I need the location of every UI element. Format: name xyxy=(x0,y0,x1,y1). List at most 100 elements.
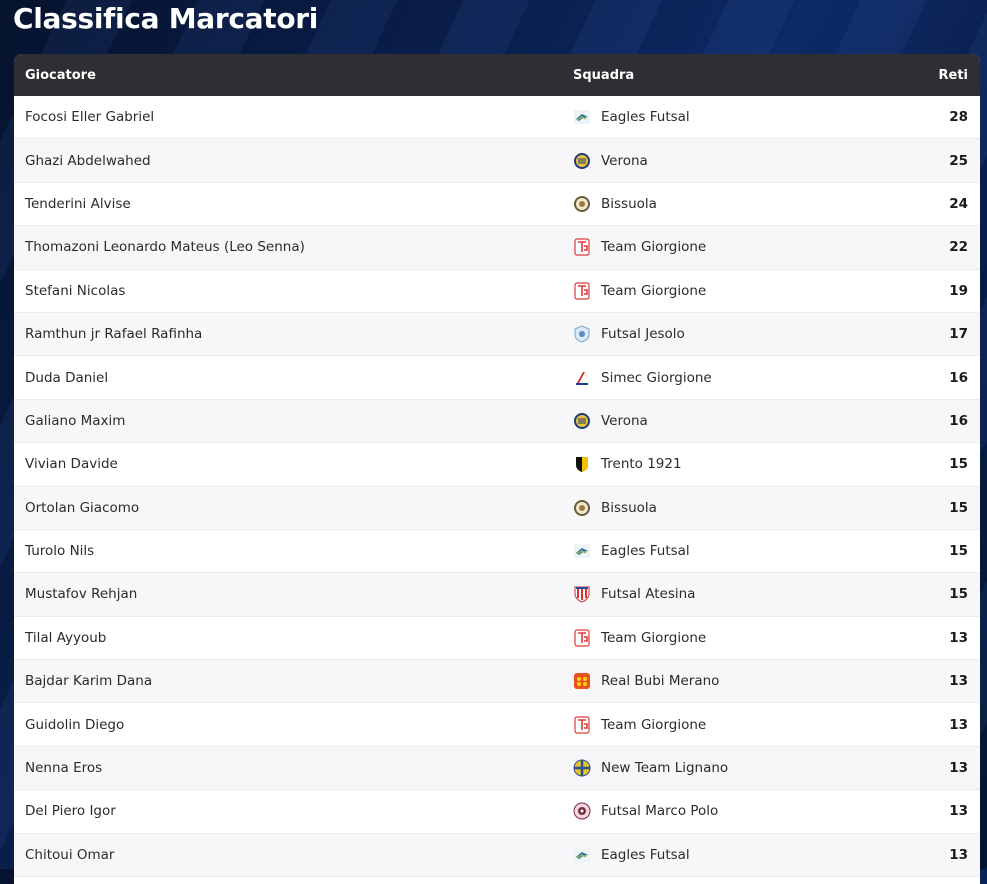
header-team[interactable]: Squadra xyxy=(573,67,635,83)
bissuola-logo-icon xyxy=(573,499,591,517)
header-player[interactable]: Giocatore xyxy=(25,67,96,83)
table-row[interactable]: Ghazi Abdelwahed Verona 25 xyxy=(14,139,980,183)
player-name[interactable]: Bajdar Karim Dana xyxy=(25,673,153,690)
team-name[interactable]: Verona xyxy=(601,412,648,429)
team-cell[interactable]: Real Bubi Merano xyxy=(573,672,719,690)
table-header: Giocatore Squadra Reti xyxy=(14,54,980,96)
lignano-logo-icon xyxy=(573,759,591,777)
table-row[interactable]: Mustafov Rehjan Futsal Atesina 15 xyxy=(14,573,980,617)
table-row[interactable]: Tilal Ayyoub Team Giorgione 13 xyxy=(14,617,980,661)
team-name[interactable]: Real Bubi Merano xyxy=(601,673,720,690)
table-row[interactable]: Guidolin Diego Team Giorgione 13 xyxy=(14,703,980,747)
scorers-table: Giocatore Squadra Reti Focosi Eller Gabr… xyxy=(14,54,980,884)
team-name[interactable]: Trento 1921 xyxy=(601,456,682,473)
table-row[interactable]: Vivian Davide Trento 1921 15 xyxy=(14,443,980,487)
team-cell[interactable]: Trento 1921 xyxy=(573,455,682,473)
team-name[interactable]: Futsal Marco Polo xyxy=(601,803,719,820)
team-cell[interactable]: Eagles Futsal xyxy=(573,846,690,864)
team-giorgione-logo-icon xyxy=(573,716,591,734)
goals-count: 24 xyxy=(949,195,968,212)
table-row[interactable]: Bajdar Karim Dana Real Bubi Merano 13 xyxy=(14,660,980,704)
table-row[interactable]: Tenderini Alvise Bissuola 24 xyxy=(14,183,980,227)
table-row[interactable]: Duda Daniel Simec Giorgione 16 xyxy=(14,356,980,400)
goals-count: 13 xyxy=(949,673,968,690)
eagles-logo-icon xyxy=(573,542,591,560)
team-name[interactable]: New Team Lignano xyxy=(601,760,729,777)
team-cell[interactable]: Team Giorgione xyxy=(573,629,706,647)
team-name[interactable]: Simec Giorgione xyxy=(601,369,712,386)
player-name[interactable]: Ghazi Abdelwahed xyxy=(25,152,151,169)
player-name[interactable]: Turolo Nils xyxy=(25,543,95,560)
page-title: Classifica Marcatori xyxy=(13,2,319,35)
team-name[interactable]: Team Giorgione xyxy=(601,716,707,733)
player-name[interactable]: Stefani Nicolas xyxy=(25,282,126,299)
player-name[interactable]: Ramthun jr Rafael Rafinha xyxy=(25,326,203,343)
team-name[interactable]: Futsal Jesolo xyxy=(601,326,685,343)
goals-count: 13 xyxy=(949,716,968,733)
team-cell[interactable]: Bissuola xyxy=(573,195,657,213)
simec-logo-icon xyxy=(573,369,591,387)
team-cell[interactable]: Futsal Jesolo xyxy=(573,325,685,343)
team-cell[interactable]: Eagles Futsal xyxy=(573,542,690,560)
player-name[interactable]: Tenderini Alvise xyxy=(25,195,131,212)
team-name[interactable]: Team Giorgione xyxy=(601,282,707,299)
player-name[interactable]: Duda Daniel xyxy=(25,369,109,386)
team-name[interactable]: Bissuola xyxy=(601,499,657,516)
atesina-logo-icon xyxy=(573,585,591,604)
goals-count: 13 xyxy=(949,760,968,777)
team-cell[interactable]: Futsal Marco Polo xyxy=(573,802,718,820)
verona-logo-icon xyxy=(573,152,591,170)
trento-logo-icon xyxy=(573,455,591,473)
player-name[interactable]: Mustafov Rehjan xyxy=(25,586,138,603)
team-cell[interactable]: Team Giorgione xyxy=(573,238,706,256)
team-name[interactable]: Futsal Atesina xyxy=(601,586,696,603)
team-cell[interactable]: Verona xyxy=(573,412,648,430)
team-cell[interactable]: Team Giorgione xyxy=(573,716,706,734)
table-row[interactable]: Del Piero Igor Futsal Marco Polo 13 xyxy=(14,790,980,834)
goals-count: 28 xyxy=(949,109,968,126)
player-name[interactable]: Del Piero Igor xyxy=(25,803,116,820)
goals-count: 19 xyxy=(949,282,968,299)
team-name[interactable]: Team Giorgione xyxy=(601,239,707,256)
team-cell[interactable]: Verona xyxy=(573,152,648,170)
player-name[interactable]: Guidolin Diego xyxy=(25,716,125,733)
table-row[interactable]: Focosi Eller Gabriel Eagles Futsal 28 xyxy=(14,96,980,140)
team-cell[interactable]: Team Giorgione xyxy=(573,282,706,300)
table-row[interactable]: Stefani Nicolas Team Giorgione 19 xyxy=(14,270,980,313)
jesolo-logo-icon xyxy=(573,325,591,343)
player-name[interactable]: Vivian Davide xyxy=(25,456,118,473)
team-cell[interactable]: Futsal Atesina xyxy=(573,585,696,604)
goals-count: 15 xyxy=(949,456,968,473)
goals-count: 13 xyxy=(949,629,968,646)
table-row[interactable]: Nenna Eros New Team Lignano 13 xyxy=(14,746,980,791)
table-row[interactable]: Thomazoni Leonardo Mateus (Leo Senna) Tea… xyxy=(14,226,980,270)
table-row[interactable]: Ramthun jr Rafael Rafinha Futsal Jesolo 17 xyxy=(14,312,980,357)
team-name[interactable]: Team Giorgione xyxy=(601,629,707,646)
team-name[interactable]: Verona xyxy=(601,152,648,169)
verona-logo-icon xyxy=(573,412,591,430)
player-name[interactable]: Ortolan Giacomo xyxy=(25,499,140,516)
player-name[interactable]: Chitoui Omar xyxy=(25,846,115,863)
player-name[interactable]: Thomazoni Leonardo Mateus (Leo Senna) xyxy=(25,239,305,256)
table-row[interactable]: Galiano Maxim Verona 16 xyxy=(14,399,980,444)
team-name[interactable]: Eagles Futsal xyxy=(601,543,690,560)
team-giorgione-logo-icon xyxy=(573,282,591,300)
merano-logo-icon xyxy=(573,672,591,690)
team-cell[interactable]: Eagles Futsal xyxy=(573,108,690,126)
player-name[interactable]: Focosi Eller Gabriel xyxy=(25,109,155,126)
table-row[interactable]: Turolo Nils Eagles Futsal 15 xyxy=(14,530,980,574)
goals-count: 16 xyxy=(949,369,968,386)
team-name[interactable]: Eagles Futsal xyxy=(601,109,690,126)
table-row[interactable]: Chitoui Omar Eagles Futsal 13 xyxy=(14,833,980,878)
team-cell[interactable]: Simec Giorgione xyxy=(573,369,712,387)
team-name[interactable]: Eagles Futsal xyxy=(601,846,690,863)
team-cell[interactable]: New Team Lignano xyxy=(573,759,728,777)
table-row[interactable]: Ortolan Giacomo Bissuola 15 xyxy=(14,486,980,530)
header-goals[interactable]: Reti xyxy=(938,67,969,83)
goals-count: 15 xyxy=(949,499,968,516)
team-name[interactable]: Bissuola xyxy=(601,195,657,212)
player-name[interactable]: Nenna Eros xyxy=(25,760,103,777)
player-name[interactable]: Tilal Ayyoub xyxy=(25,629,107,646)
player-name[interactable]: Galiano Maxim xyxy=(25,412,126,429)
team-cell[interactable]: Bissuola xyxy=(573,499,657,517)
